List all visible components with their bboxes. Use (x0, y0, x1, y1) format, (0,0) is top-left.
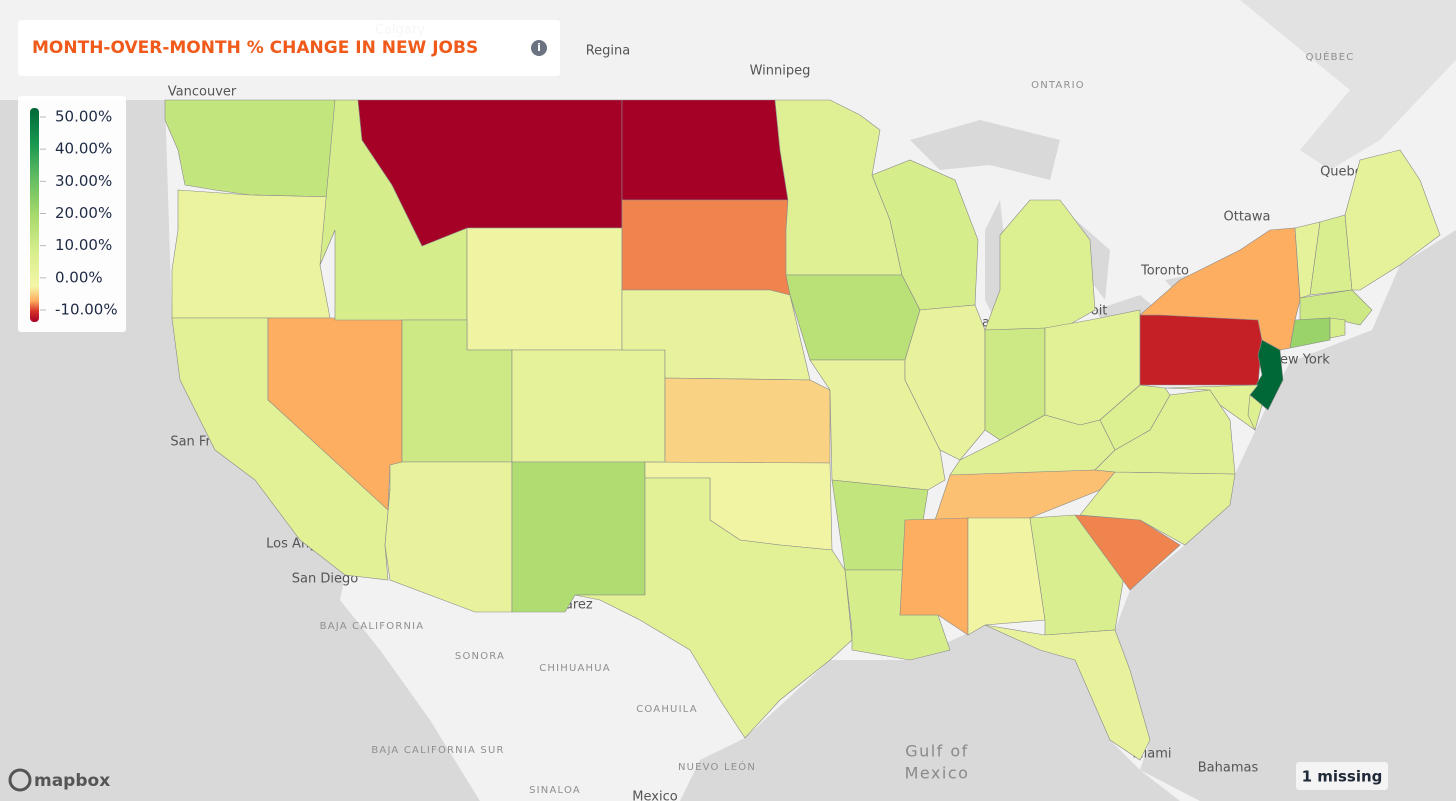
state (984, 624, 1151, 761)
place-label: Bahamas (1198, 761, 1259, 776)
state (171, 189, 336, 319)
place-label: San Diego (292, 572, 358, 587)
state (574, 477, 853, 739)
legend-tick-label: 0.00% (55, 268, 103, 286)
title-box (18, 20, 560, 76)
legend-tick-label: 20.00% (55, 204, 112, 222)
legend-tick-label: 30.00% (55, 172, 112, 190)
state (1329, 317, 1346, 339)
place-label: Regina (586, 44, 631, 59)
place-label: New York (1270, 353, 1330, 368)
state (899, 517, 969, 636)
mapbox-logo (8, 768, 32, 792)
place-label: QUÉBEC (1306, 50, 1355, 63)
atlantic (1115, 230, 1456, 801)
title: MONTH-OVER-MONTH % CHANGE IN NEW JOBS (32, 38, 478, 58)
state (967, 517, 1046, 636)
info-icon[interactable] (531, 40, 547, 56)
state (664, 377, 831, 464)
legend-tick-label: -10.00% (55, 301, 118, 319)
place-label: CHIHUAHUA (539, 663, 611, 674)
legend-colorbar (30, 108, 39, 322)
states (164, 99, 1441, 761)
legend-tick-label: 40.00% (55, 140, 112, 158)
place-label: SINALOA (529, 785, 581, 796)
place-label: Winnipeg (750, 64, 811, 79)
lake (910, 120, 1060, 180)
legend-box (18, 96, 126, 332)
state (984, 199, 1096, 331)
place-label: Toronto (1140, 264, 1189, 279)
state (1139, 227, 1301, 351)
place-label: NUEVO LEÓN (678, 760, 756, 773)
place-label: Mexico (905, 764, 970, 783)
state (466, 227, 623, 351)
state (1079, 471, 1236, 546)
place-label: SONORA (455, 651, 505, 662)
attribution[interactable]: mapbox (34, 771, 110, 791)
state (1139, 314, 1263, 386)
state (511, 349, 666, 463)
river (1240, 0, 1456, 170)
info-icon-glyph: i (537, 41, 541, 54)
missing-label: 1 missing (1302, 768, 1383, 786)
place-label: ONTARIO (1031, 80, 1085, 91)
place-labels: CalgaryReginaWinnipegVancouverONTARIOQUÉ… (168, 23, 1370, 801)
legend-tick-label: 10.00% (55, 236, 112, 254)
legend: 50.00% 40.00% 30.00% 20.00% 10.00% 0.00% -10.0… (40, 108, 118, 319)
place-label: Mexico (632, 790, 677, 801)
state (621, 199, 791, 296)
state (1289, 317, 1331, 349)
place-label: Gulf of (905, 742, 969, 761)
state (785, 274, 921, 361)
state (1247, 394, 1263, 431)
missing-box (1296, 762, 1388, 790)
state (621, 99, 789, 201)
legend-tick-label: 50.00% (55, 108, 112, 126)
state (1344, 149, 1441, 291)
gulf (680, 625, 1180, 801)
place-label: COAHUILA (636, 704, 698, 715)
place-label: BAJA CALIFORNIA (320, 621, 425, 632)
state (511, 461, 646, 613)
state (164, 99, 336, 198)
place-label: BAJA CALIFORNIA SUR (371, 745, 504, 756)
place-label: Vancouver (168, 85, 237, 100)
place-label: Ottawa (1224, 210, 1271, 225)
